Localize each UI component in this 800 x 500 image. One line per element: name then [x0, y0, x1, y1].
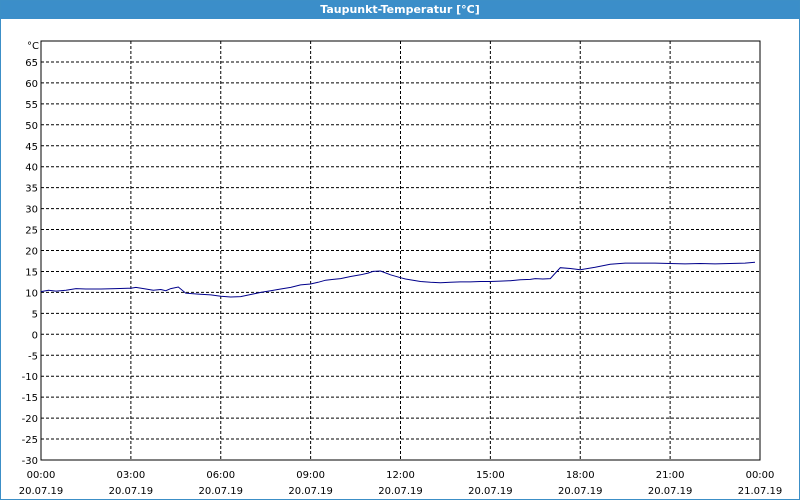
y-tick-label: 35 — [25, 184, 38, 195]
y-tick-label: 5 — [32, 309, 38, 320]
y-axis-label: °C — [27, 41, 39, 52]
x-tick-date: 21.07.19 — [738, 486, 783, 497]
y-tick-label: -20 — [22, 414, 38, 425]
x-tick-date: 20.07.19 — [468, 486, 513, 497]
y-tick-label: 55 — [25, 100, 38, 111]
x-tick-time: 06:00 — [206, 470, 235, 481]
x-tick-time: 15:00 — [476, 470, 505, 481]
x-tick-time: 21:00 — [656, 470, 685, 481]
x-tick-time: 00:00 — [27, 470, 56, 481]
x-tick-date: 20.07.19 — [288, 486, 333, 497]
y-tick-label: -10 — [22, 372, 38, 383]
plot-frame — [40, 40, 761, 461]
chart-title: Taupunkt-Temperatur [°C] — [1, 1, 799, 19]
ticks-layer: -30 -25 -20 -15 -10 -5 0 5 10 15 20 25 30 35 40 45 50 55 6… — [19, 58, 783, 497]
x-tick-time: 18:00 — [566, 470, 595, 481]
y-tick-label: 15 — [25, 267, 38, 278]
series-line — [40, 261, 756, 298]
y-tick-label: 25 — [25, 226, 38, 237]
x-tick-date: 20.07.19 — [648, 486, 693, 497]
y-tick-label: 50 — [25, 121, 38, 132]
x-tick-time: 03:00 — [116, 470, 145, 481]
x-tick-date: 20.07.19 — [378, 486, 423, 497]
x-tick-time: 00:00 — [746, 470, 775, 481]
x-tick-date: 20.07.19 — [19, 486, 64, 497]
x-tick-date: 20.07.19 — [198, 486, 243, 497]
y-tick-label: -15 — [22, 393, 38, 404]
grid-layer — [41, 41, 760, 461]
y-tick-label: 60 — [25, 79, 38, 90]
y-tick-label: -30 — [22, 456, 38, 467]
y-tick-label: -5 — [28, 351, 38, 362]
y-tick-label: 10 — [25, 288, 38, 299]
y-tick-label: -25 — [22, 435, 38, 446]
y-tick-label: 30 — [25, 205, 38, 216]
x-tick-time: 12:00 — [386, 470, 415, 481]
y-tick-label: 45 — [25, 142, 38, 153]
y-tick-label: 20 — [25, 247, 38, 258]
y-tick-label: 0 — [32, 330, 38, 341]
y-tick-label: 40 — [25, 163, 38, 174]
y-tick-label: 65 — [25, 58, 38, 69]
x-tick-date: 20.07.19 — [558, 486, 603, 497]
x-tick-time: 09:00 — [296, 470, 325, 481]
x-tick-date: 20.07.19 — [109, 486, 154, 497]
